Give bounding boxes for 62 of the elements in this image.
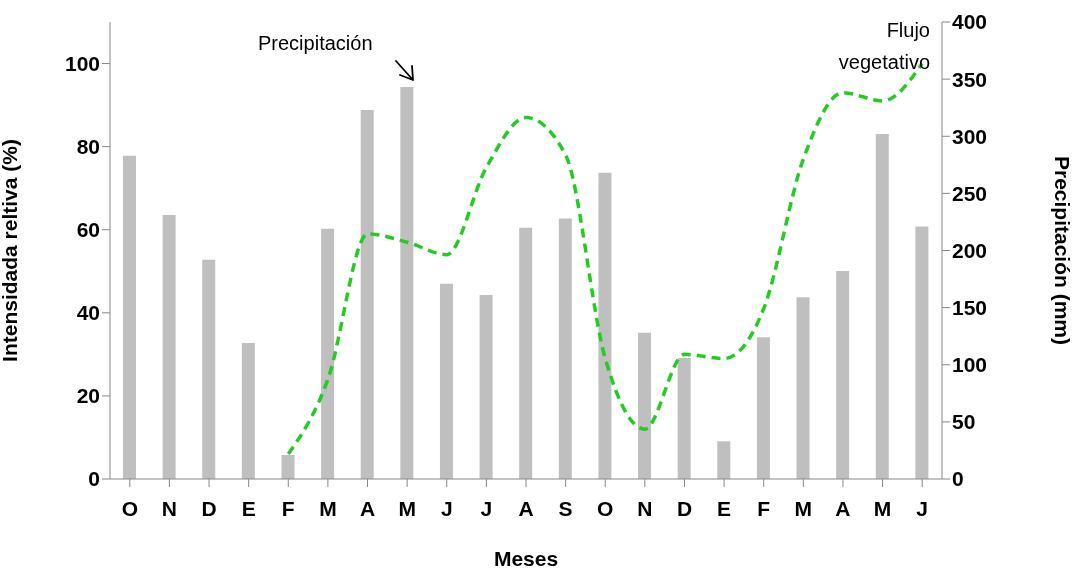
annotation: Flujo vegetativo [837,18,930,75]
y2-tick-label: 350 [952,67,988,91]
bar [677,357,691,479]
y-tick-label: 40 [76,301,100,325]
bar [717,441,731,479]
bar [400,87,414,479]
y2-tick-label: 400 [952,10,988,34]
y2-tick-label: 300 [952,124,988,148]
x-axis-title: Meses [493,547,559,568]
bar [598,172,612,479]
x-tick-label: A [359,496,376,520]
y-tick-label: 0 [88,467,100,491]
bar [123,155,136,479]
annotation: Precipitación [258,32,373,55]
x-tick-label: D [201,496,217,520]
y-tick-label: 60 [76,218,100,242]
x-tick-label: J [480,496,493,520]
bar [281,455,295,479]
x-tick-label: E [241,496,256,520]
y2-tick-label: 100 [952,353,988,377]
bar [162,215,176,479]
x-tick-label: S [558,496,573,520]
x-tick-label: N [161,496,178,520]
bar [875,133,889,479]
y2-tick-label: 200 [952,238,988,262]
x-tick-label: O [597,496,614,520]
y2-tick-label: 50 [952,410,976,434]
x-tick-label: M [794,496,813,520]
bar [915,226,929,479]
x-tick-label: E [717,496,732,520]
bar [360,109,374,479]
bar [241,343,255,479]
y2-axis-title: Precipitación (mm) [1050,155,1074,346]
y-tick-label: 20 [76,384,100,408]
bar [321,228,335,479]
y-tick-label: 80 [76,135,100,159]
x-tick-label: M [398,496,416,520]
x-tick-label: J [916,496,929,520]
x-tick-label: F [281,496,295,520]
bar [756,337,770,479]
x-tick-label: O [121,496,138,520]
x-tick-label: M [873,496,892,520]
y2-tick-label: 150 [952,296,988,320]
bar [796,297,810,479]
x-tick-label: D [676,496,693,520]
x-tick-label: M [319,496,337,520]
y-tick-label: 100 [64,52,100,75]
bar [558,218,572,479]
x-tick-label: F [757,496,771,520]
x-tick-label: J [440,496,453,520]
y2-tick-label: 250 [952,181,988,205]
x-tick-label: A [835,496,851,520]
y2-tick-label: 0 [952,467,964,491]
bar [479,295,493,479]
bar [638,332,652,479]
bar [519,227,533,479]
bar [439,283,453,479]
x-tick-label: A [518,496,534,520]
bar [836,271,850,479]
y-axis-title: Intensidada reltiva (%) [0,139,22,362]
x-tick-label: N [637,496,653,520]
bar [202,259,216,479]
